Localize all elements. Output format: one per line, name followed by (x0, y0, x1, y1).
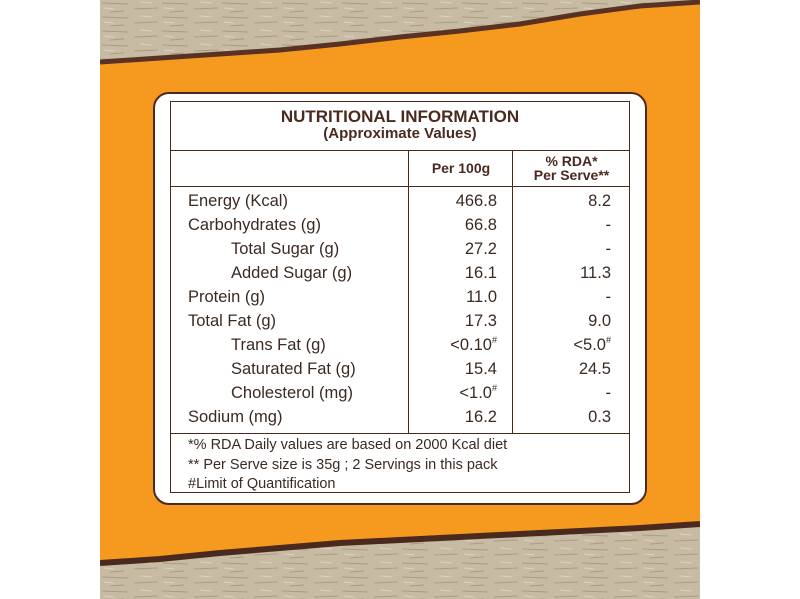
per-100g-value: 17.3 (464, 312, 497, 330)
value-text: <0.10 (450, 336, 492, 354)
loq-mark: # (491, 383, 497, 393)
table-row: Total Fat (g) 17.3 9.0 (171, 309, 629, 333)
table-row: Total Sugar (g) 27.2 - (171, 237, 629, 261)
value-text: <5.0 (573, 336, 606, 354)
nutrient-name: Cholesterol (mg) (231, 384, 353, 402)
rda-value: 8.2 (588, 192, 611, 210)
rda-value: 0.3 (588, 408, 611, 426)
footnote-loq: #Limit of Quantification (188, 476, 336, 492)
footnote-serve: ** Per Serve size is 35g ; 2 Servings in… (188, 457, 498, 473)
loq-mark: # (491, 335, 497, 345)
value-text: <1.0 (459, 384, 492, 402)
per-100g-value: 466.8 (455, 192, 497, 210)
per-100g-value: 16.1 (464, 264, 497, 282)
nutrient-name: Total Fat (g) (188, 312, 277, 330)
table-title: NUTRITIONAL INFORMATION (280, 107, 520, 126)
rda-value: <5.0# (573, 333, 611, 357)
table-row: Protein (g) 11.0 - (171, 285, 629, 309)
nutrition-card (153, 92, 647, 505)
rda-value: - (605, 216, 612, 234)
nutrient-name: Energy (Kcal) (188, 192, 288, 210)
per-100g-value: 11.0 (466, 288, 497, 306)
column-divider (512, 150, 513, 433)
column-header-rda: % RDA* Per Serve** (514, 150, 629, 186)
nutrient-name: Total Sugar (g) (231, 240, 340, 258)
table-subtitle: (Approximate Values) (323, 125, 477, 142)
nutrient-name: Protein (g) (188, 288, 266, 306)
divider (171, 186, 629, 187)
per-100g-value: <0.10# (450, 333, 497, 357)
nutrient-name: Saturated Fat (g) (231, 360, 356, 378)
table-row: Trans Fat (g) <0.10# <5.0# (171, 333, 629, 357)
table-row: Cholesterol (mg) <1.0# - (171, 381, 629, 405)
rda-value: - (605, 288, 612, 306)
per-100g-value: 27.2 (464, 240, 497, 258)
nutrient-name: Added Sugar (g) (231, 264, 353, 282)
per-100g-value: <1.0# (459, 381, 497, 405)
rda-value: - (605, 240, 612, 258)
nutrient-name: Trans Fat (g) (231, 336, 326, 354)
divider (171, 150, 629, 151)
rda-value: 11.3 (580, 264, 611, 282)
table-row: Added Sugar (g) 16.1 11.3 (171, 261, 629, 285)
rda-value: - (605, 384, 612, 402)
rda-value: 24.5 (578, 360, 611, 378)
table-row: Sodium (mg) 16.2 0.3 (171, 405, 629, 429)
column-divider (408, 150, 409, 433)
loq-mark: # (605, 335, 611, 345)
per-100g-value: 16.2 (464, 408, 497, 426)
divider (171, 433, 629, 434)
footnote-rda: *% RDA Daily values are based on 2000 Kc… (188, 437, 508, 453)
rda-header-line2: Per Serve** (533, 167, 610, 183)
per-100g-value: 66.8 (464, 216, 497, 234)
rda-header-line1: % RDA* (545, 153, 598, 169)
table-row: Saturated Fat (g) 15.4 24.5 (171, 357, 629, 381)
column-header-per-100g: Per 100g (431, 160, 491, 176)
nutrition-table: NUTRITIONAL INFORMATION (Approximate Val… (170, 101, 630, 493)
per-100g-value: 15.4 (464, 360, 497, 378)
nutrient-name: Sodium (mg) (188, 408, 283, 426)
rda-value: 9.0 (588, 312, 611, 330)
table-row: Carbohydrates (g) 66.8 - (171, 213, 629, 237)
nutrient-name: Carbohydrates (g) (188, 216, 321, 234)
table-row: Energy (Kcal) 466.8 8.2 (171, 189, 629, 213)
